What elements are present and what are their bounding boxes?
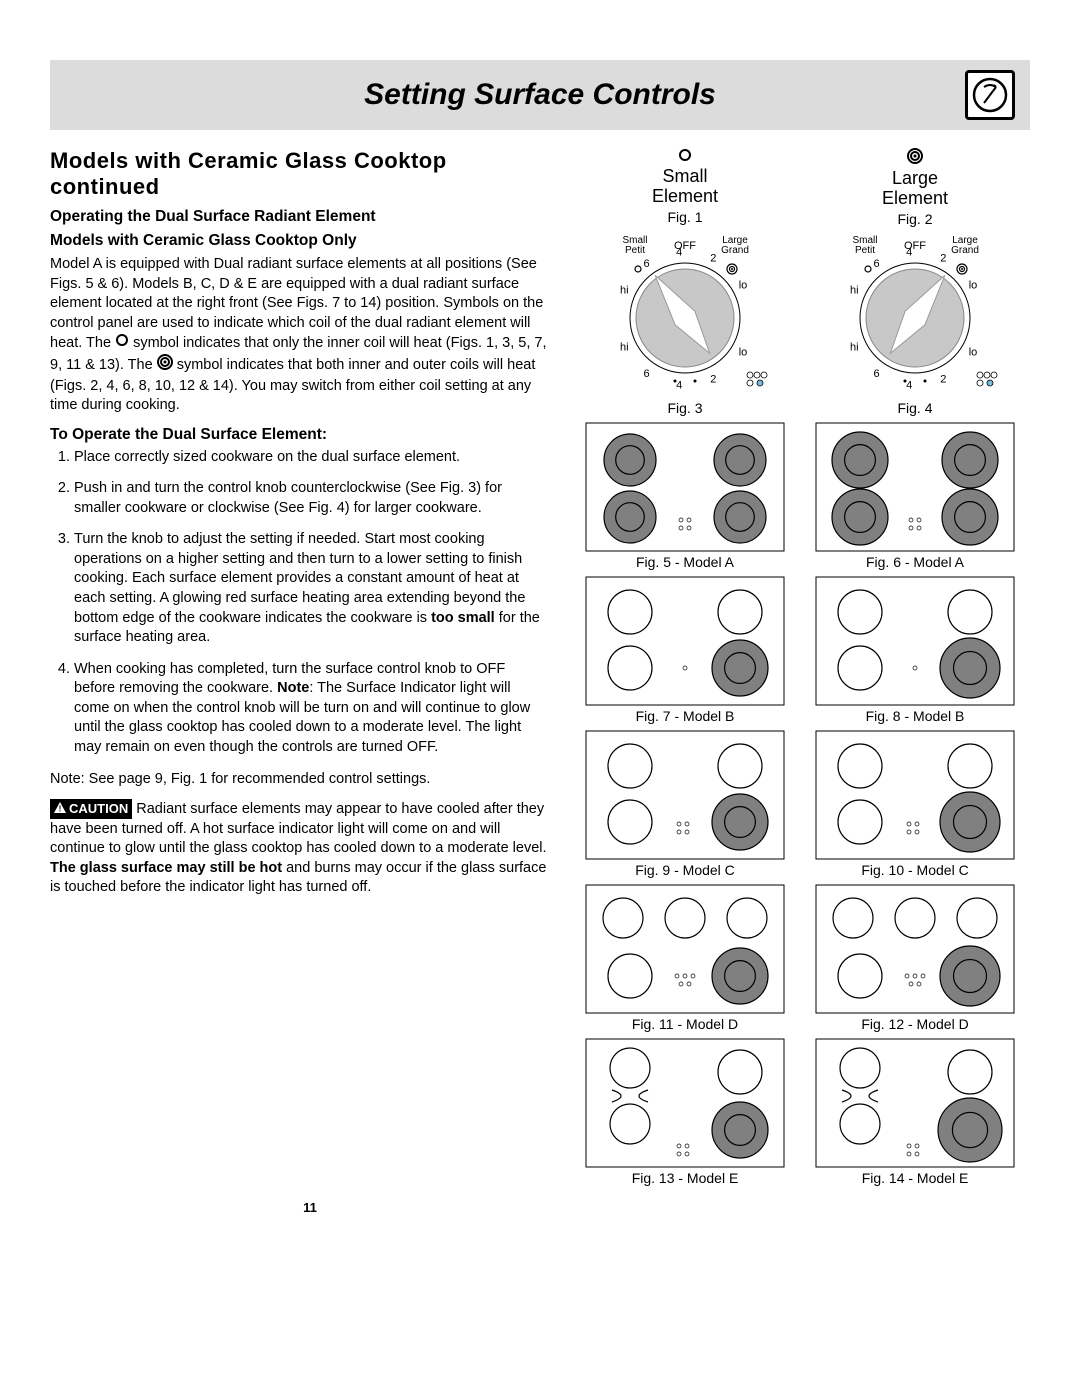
svg-text:Grand: Grand (951, 245, 979, 256)
cooktop-c-small: Fig. 9 - Model C (580, 730, 790, 878)
svg-text:!: ! (59, 805, 62, 814)
svg-text:2: 2 (940, 252, 946, 264)
cooktop-b-large: Fig. 8 - Model B (810, 576, 1020, 724)
sub2b: Models with Ceramic Glass Cooktop Only (50, 231, 550, 251)
sub2a: Operating the Dual Surface Radiant Eleme… (50, 207, 550, 227)
cooktop-e-large: Fig. 14 - Model E (810, 1038, 1020, 1186)
knob-large: SmallPetitOFFLargeGrandhi642lolo246hi (825, 233, 1005, 393)
svg-text:4: 4 (676, 379, 682, 391)
cooktop-a-large: Fig. 6 - Model A (810, 422, 1020, 570)
header-bar: Setting Surface Controls (50, 60, 1030, 130)
svg-text:lo: lo (739, 279, 748, 291)
cooktop-d-large: Fig. 12 - Model D (810, 884, 1020, 1032)
svg-text:4: 4 (906, 379, 912, 391)
svg-text:4: 4 (906, 246, 912, 258)
svg-text:6: 6 (874, 367, 880, 379)
svg-text:Petit: Petit (855, 245, 875, 256)
svg-text:Petit: Petit (625, 245, 645, 256)
warning-icon: ! (54, 800, 66, 818)
header-icon (965, 70, 1015, 120)
svg-text:2: 2 (710, 373, 716, 385)
svg-text:hi: hi (620, 341, 629, 353)
step-4: When cooking has completed, turn the sur… (74, 660, 550, 758)
outer-coil-icon (157, 354, 173, 377)
svg-text:hi: hi (620, 284, 629, 296)
caution-paragraph: ! CAUTION Radiant surface elements may a… (50, 799, 550, 898)
page-number: 11 (50, 1200, 570, 1215)
cooktop-e-small: Fig. 13 - Model E (580, 1038, 790, 1186)
sub3: To Operate the Dual Surface Element: (50, 426, 550, 444)
small-ring-icon (678, 148, 692, 162)
svg-text:Grand: Grand (721, 245, 749, 256)
inner-coil-icon (115, 333, 129, 354)
svg-text:6: 6 (644, 258, 650, 270)
large-element-block: Large Element Fig. 2 (810, 148, 1020, 227)
page-title: Setting Surface Controls (115, 78, 965, 112)
subtitle: Models with Ceramic Glass Cooktop contin… (50, 148, 550, 201)
cooktop-d-small: Fig. 11 - Model D (580, 884, 790, 1032)
note: Note: See page 9, Fig. 1 for recommended… (50, 770, 550, 790)
svg-text:lo: lo (969, 279, 978, 291)
svg-text:lo: lo (739, 346, 748, 358)
knob-small: SmallPetitOFFLargeGrandhi642lolo246hi (595, 233, 775, 393)
svg-text:2: 2 (940, 373, 946, 385)
cooktop-c-large: Fig. 10 - Model C (810, 730, 1020, 878)
small-element-block: Small Element Fig. 1 (580, 148, 790, 227)
steps-list: Place correctly sized cookware on the du… (50, 448, 550, 758)
caution-label: ! CAUTION (50, 799, 132, 819)
svg-text:4: 4 (676, 246, 682, 258)
svg-text:hi: hi (850, 284, 859, 296)
step-3: Turn the knob to adjust the setting if n… (74, 530, 550, 647)
large-ring-icon (907, 148, 923, 164)
svg-text:hi: hi (850, 341, 859, 353)
cooktop-a-small: Fig. 5 - Model A (580, 422, 790, 570)
svg-text:2: 2 (710, 252, 716, 264)
step-1: Place correctly sized cookware on the du… (74, 448, 550, 468)
svg-text:lo: lo (969, 346, 978, 358)
cooktop-b-small: Fig. 7 - Model B (580, 576, 790, 724)
svg-text:6: 6 (644, 367, 650, 379)
svg-text:6: 6 (874, 258, 880, 270)
paragraph-1: Model A is equipped with Dual radiant su… (50, 255, 550, 416)
step-2: Push in and turn the control knob counte… (74, 479, 550, 518)
